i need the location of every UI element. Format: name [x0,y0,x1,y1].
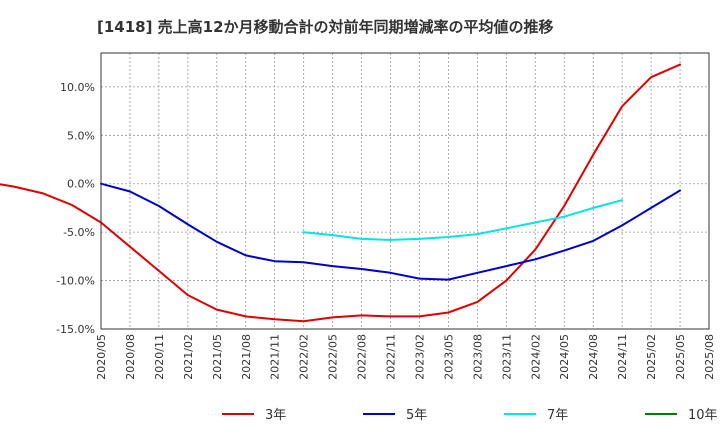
series-line [100,182,681,281]
y-axis: 10.0% 5.0% 0.0% -5.0% -10.0% -15.0% [56,81,95,336]
y-tick-label: -5.0% [63,226,95,239]
x-tick-label: 2023/05 [442,334,455,380]
series-line [0,63,681,323]
x-tick-label: 2022/11 [385,334,398,380]
x-tick-label: 2023/08 [471,334,484,380]
legend-label: 7年 [547,408,568,423]
series-layer [0,63,681,323]
x-tick-label: 2020/11 [153,334,166,380]
x-tick-label: 2020/05 [95,334,108,380]
chart-title: [1418] 売上高12か月移動合計の対前年同期増減率の平均値の推移 [97,18,554,36]
x-tick-label: 2025/05 [674,334,687,380]
series-line [302,199,624,241]
plot-frame [100,52,710,330]
x-tick-label: 2021/08 [240,334,253,380]
x-tick-label: 2021/02 [182,334,195,380]
legend-label: 3年 [265,408,286,423]
x-tick-label: 2022/02 [298,334,311,380]
legend-label: 10年 [688,408,718,423]
y-tick-label: 10.0% [60,81,95,94]
y-tick-label: 5.0% [67,129,95,142]
x-tick-label: 2025/02 [645,334,658,380]
x-axis: 2020/05 2020/08 2020/11 2021/02 2021/05 2021/… [95,334,716,380]
legend-label: 5年 [406,408,427,423]
x-tick-label: 2021/11 [269,334,282,380]
y-tick-label: -10.0% [56,275,95,288]
x-tick-label: 2020/08 [124,334,137,380]
x-tick-label: 2024/08 [587,334,600,380]
x-tick-label: 2023/02 [413,334,426,380]
y-tick-label: -15.0% [56,323,95,336]
legend: 3年 5年 7年 10年 [222,408,718,423]
y-tick-label: 0.0% [67,178,95,191]
x-tick-label: 2022/05 [327,334,340,380]
x-tick-label: 2022/08 [356,334,369,380]
x-tick-label: 2025/08 [703,334,716,380]
grid [100,53,710,330]
x-tick-label: 2024/02 [529,334,542,380]
x-tick-label: 2024/11 [616,334,629,380]
x-tick-label: 2023/11 [500,334,513,380]
x-tick-label: 2024/05 [558,334,571,380]
x-tick-label: 2021/05 [211,334,224,380]
